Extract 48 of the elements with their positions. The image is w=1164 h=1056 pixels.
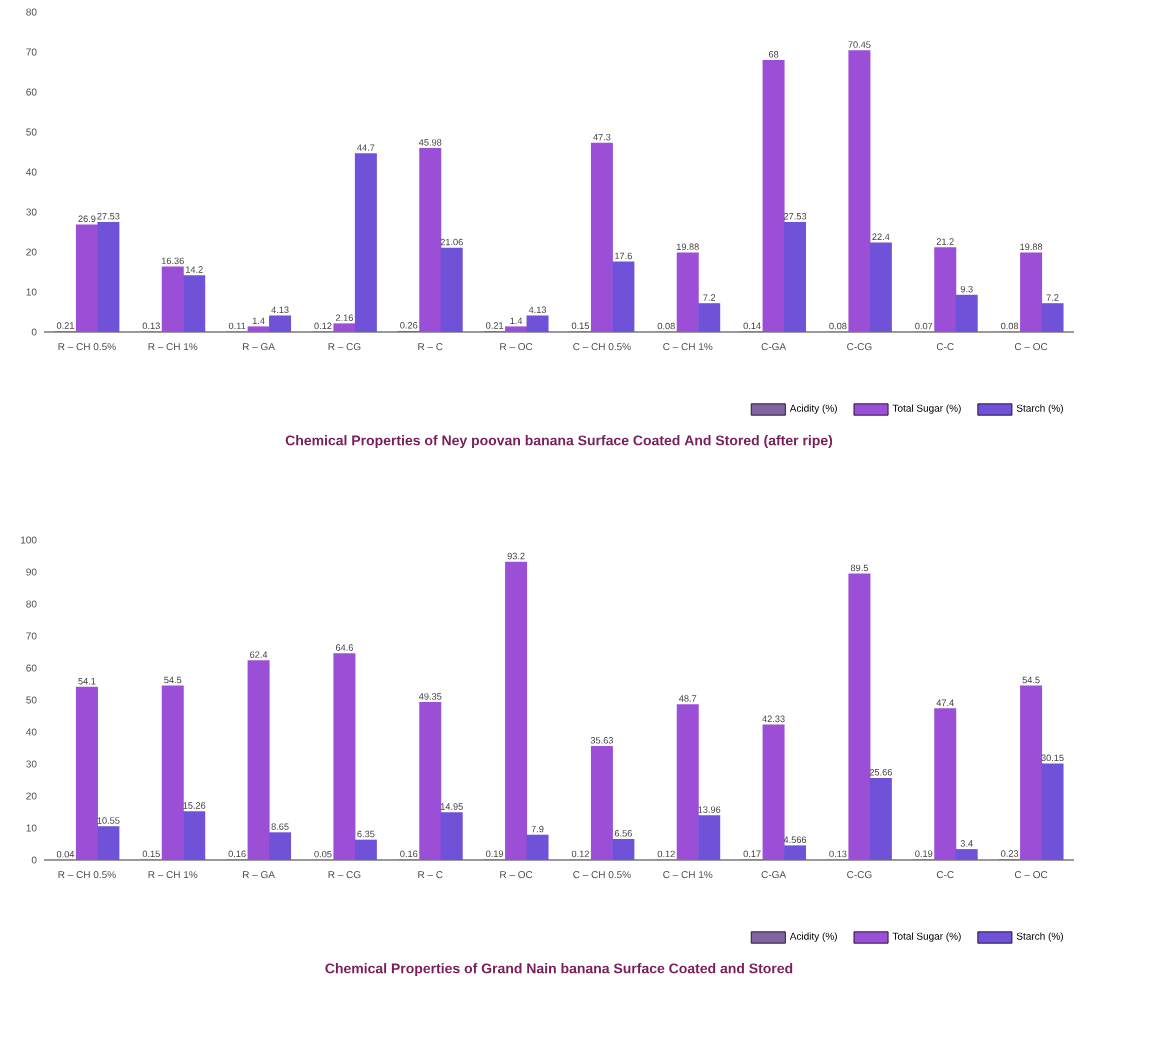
bar (161, 685, 184, 860)
bar (848, 50, 871, 332)
bar (762, 60, 785, 332)
bar (526, 834, 549, 860)
bar (784, 221, 807, 332)
bar (505, 561, 528, 860)
bar (1041, 763, 1064, 860)
bar (505, 326, 528, 332)
bar (698, 303, 721, 332)
bar (354, 153, 377, 332)
bar (333, 323, 356, 332)
bar (698, 815, 721, 860)
bar (183, 811, 206, 860)
bar (934, 708, 957, 860)
bar (612, 839, 635, 860)
bar (590, 142, 613, 332)
bar (333, 653, 356, 860)
bar (676, 704, 699, 860)
bar (75, 224, 98, 332)
bar (247, 660, 270, 860)
bar (955, 849, 978, 860)
bar (440, 812, 463, 860)
bar (161, 266, 184, 332)
bar (419, 702, 442, 860)
bar (75, 686, 98, 860)
bar (97, 221, 120, 332)
bar (247, 326, 270, 332)
bar (869, 242, 892, 332)
bar (934, 247, 957, 332)
bar (97, 826, 120, 860)
bar (784, 845, 807, 860)
bar (440, 247, 463, 332)
bar (526, 315, 549, 332)
bar (1041, 303, 1064, 332)
bar (269, 315, 292, 332)
bar (1020, 685, 1043, 860)
bar (590, 745, 613, 860)
bar (848, 573, 871, 860)
bar (869, 777, 892, 860)
bar (183, 275, 206, 332)
bar (354, 839, 377, 860)
bar (955, 294, 978, 332)
bar (419, 148, 442, 332)
bar (676, 252, 699, 332)
bar (1020, 252, 1043, 332)
bar (762, 724, 785, 860)
bar (612, 261, 635, 332)
bar (269, 832, 292, 860)
